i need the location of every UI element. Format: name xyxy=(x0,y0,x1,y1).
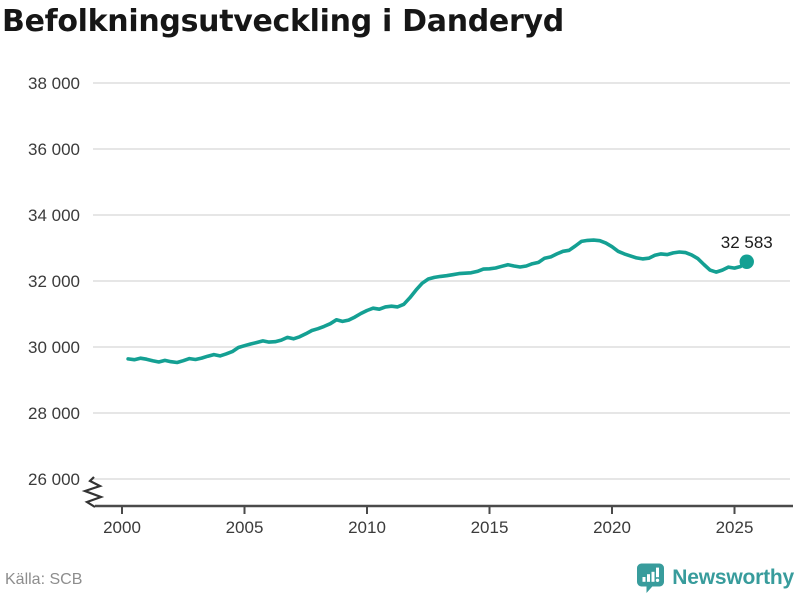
axis-break-icon xyxy=(81,476,105,508)
latest-point-marker xyxy=(739,254,754,269)
svg-text:28 000: 28 000 xyxy=(28,404,80,423)
svg-text:30 000: 30 000 xyxy=(28,338,80,357)
newsworthy-logo[interactable]: Newsworthy xyxy=(636,562,794,594)
y-gridlines xyxy=(93,82,790,480)
source-label: Källa: SCB xyxy=(5,571,83,588)
svg-text:38 000: 38 000 xyxy=(28,74,80,93)
svg-text:2025: 2025 xyxy=(716,518,754,537)
x-axis: 2000 2005 2010 2015 2020 2025 xyxy=(95,504,793,537)
svg-text:2010: 2010 xyxy=(348,518,386,537)
svg-text:26 000: 26 000 xyxy=(28,470,80,489)
svg-text:36 000: 36 000 xyxy=(28,140,80,159)
svg-text:2005: 2005 xyxy=(226,518,264,537)
svg-text:2015: 2015 xyxy=(471,518,509,537)
population-line xyxy=(126,238,749,365)
svg-text:2000: 2000 xyxy=(103,518,141,537)
y-axis-labels: 38 000 36 000 34 000 32 000 30 000 28 000 26 0… xyxy=(28,74,80,489)
newsworthy-logo-text: Newsworthy xyxy=(672,566,794,589)
svg-text:32 000: 32 000 xyxy=(28,272,80,291)
chart-title: Befolkningsutveckling i Danderyd xyxy=(2,4,564,39)
latest-value-label: 32 583 xyxy=(721,233,773,252)
svg-text:34 000: 34 000 xyxy=(28,206,80,225)
newsworthy-logo-icon xyxy=(637,563,665,593)
svg-text:2020: 2020 xyxy=(593,518,631,537)
